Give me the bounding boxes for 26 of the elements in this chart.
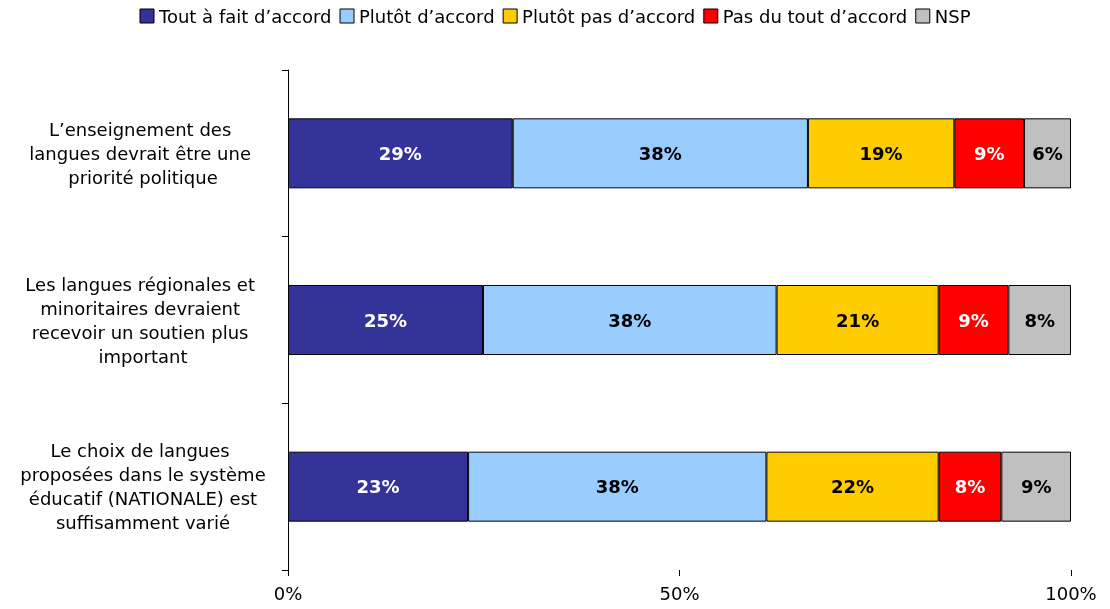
- data-label: 38%: [638, 142, 682, 164]
- x-tick-label: 100%: [1045, 582, 1097, 604]
- data-label: 9%: [973, 142, 1005, 164]
- legend-label: Plutôt d’accord: [359, 5, 495, 27]
- legend-label: Tout à fait d’accord: [157, 5, 332, 27]
- x-tick-label: 50%: [659, 582, 700, 604]
- data-label: 9%: [958, 309, 989, 331]
- data-label: 23%: [356, 476, 400, 498]
- data-label: 22%: [831, 476, 875, 498]
- y-tick-label: L’enseignement des langues devrait être une priorité politique: [29, 118, 257, 188]
- data-label: 21%: [836, 309, 880, 331]
- legend-label: NSP: [934, 5, 971, 27]
- data-label: 8%: [954, 476, 986, 498]
- legend-label: Plutôt pas d’accord: [522, 5, 696, 27]
- x-tick-label: 0%: [273, 582, 303, 604]
- data-label: 38%: [595, 476, 639, 498]
- y-tick-label: Le choix de langues proposées dans le système éducatif (NATIONALE) est suffisamment varié: [20, 440, 266, 534]
- data-label: 38%: [608, 309, 652, 331]
- data-label: 9%: [1020, 476, 1052, 498]
- data-label: 19%: [859, 142, 903, 164]
- y-tick-label: Les langues régionales et minoritaires devraient recevoir un soutien plus important: [25, 273, 261, 367]
- data-label: 29%: [378, 142, 422, 164]
- legend-label: Pas du tout d’accord: [722, 5, 908, 27]
- data-label: 6%: [1032, 142, 1063, 164]
- data-label: 8%: [1024, 309, 1055, 331]
- data-label: 25%: [363, 309, 408, 331]
